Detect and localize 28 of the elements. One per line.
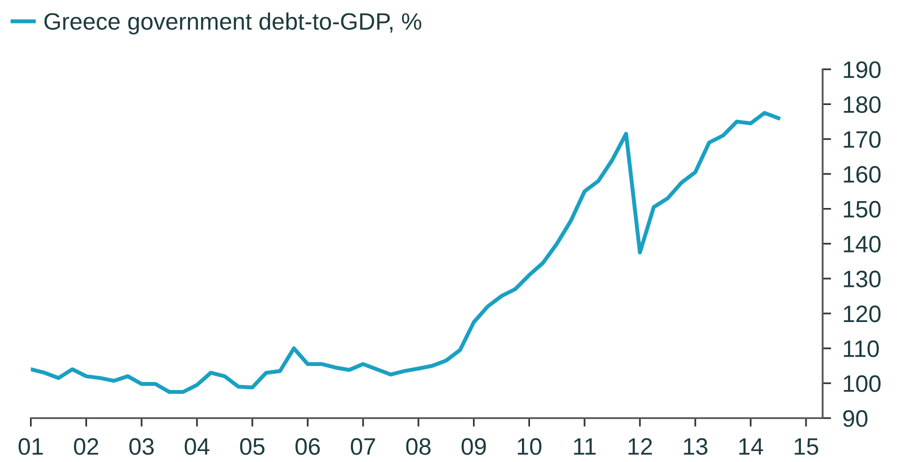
y-tick-label: 180 — [844, 96, 881, 113]
legend-label: Greece government debt-to-GDP, % — [44, 12, 422, 34]
x-tick-label: 09 — [462, 438, 486, 455]
y-tick-label: 170 — [844, 131, 881, 148]
y-tick-label: 190 — [844, 61, 881, 78]
x-tick-label: 13 — [684, 438, 708, 455]
line-series — [30, 110, 780, 394]
x-tick-label: 14 — [739, 438, 764, 455]
y-tick-label: 150 — [844, 200, 881, 218]
x-tick-label: 15 — [794, 438, 818, 455]
x-tick-label: 12 — [628, 438, 652, 455]
x-tick-label: 08 — [406, 438, 431, 455]
y-tick-label: 140 — [844, 236, 881, 252]
x-tick-label: 10 — [518, 438, 542, 455]
x-tick-label: 06 — [295, 438, 320, 455]
y-tick-label: 110 — [844, 340, 879, 358]
y-tick-label: 120 — [844, 306, 881, 322]
y-tick-label: 90 — [843, 410, 868, 427]
x-tick-label: 07 — [350, 438, 376, 455]
x-tick-label: 01 — [18, 438, 43, 455]
y-tick-label: 130 — [844, 270, 881, 288]
x-tick-label: 02 — [74, 438, 98, 455]
x-tick-label: 11 — [574, 438, 596, 455]
x-tick-label: 05 — [240, 438, 264, 455]
x-tick-label: 03 — [129, 438, 154, 455]
y-tick-label: 100 — [844, 375, 881, 392]
y-tick-label: 160 — [844, 166, 881, 183]
x-tick-label: 04 — [184, 438, 210, 455]
